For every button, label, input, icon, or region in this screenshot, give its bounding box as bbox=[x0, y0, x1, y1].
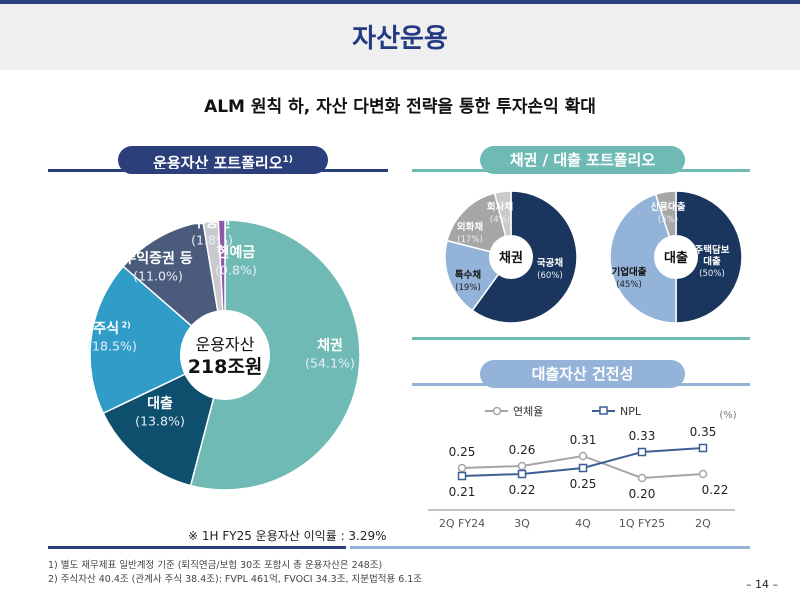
data-label: 0.26 bbox=[509, 443, 536, 457]
yield-note: ※ 1H FY25 운용자산 이익률 : 3.29% bbox=[188, 529, 387, 543]
data-label: 0.21 bbox=[449, 485, 476, 499]
bond-slice-pct: (60%) bbox=[537, 271, 563, 281]
divider bbox=[48, 546, 346, 549]
loan-slice-label: 기업대출 bbox=[612, 266, 647, 278]
data-label: 0.33 bbox=[629, 429, 656, 443]
data-point bbox=[698, 443, 708, 453]
portfolio-slice-label: 채권 bbox=[317, 338, 343, 354]
loan-slice bbox=[609, 193, 677, 324]
loan-slice-label: 신용대출 bbox=[651, 201, 686, 213]
portfolio-slice-label: 현예금 bbox=[217, 245, 256, 261]
divider bbox=[350, 546, 750, 549]
page-subtitle: ALM 원칙 하, 자산 다변화 전략을 통한 투자손익 확대 bbox=[204, 97, 596, 117]
loan-center-label: 대출 bbox=[664, 250, 688, 266]
page-number: – 14 – bbox=[746, 578, 778, 591]
data-point bbox=[698, 469, 708, 479]
loan-slice bbox=[675, 190, 743, 324]
portfolio-slice-pct: (11.0%) bbox=[133, 269, 183, 284]
legend-marker bbox=[492, 406, 502, 416]
bond-center-label: 채권 bbox=[499, 251, 523, 266]
portfolio-center-label: 운용자산 bbox=[196, 335, 255, 354]
bond-slice-pct: (4%) bbox=[490, 215, 510, 225]
bond-slice-label: 특수채 bbox=[455, 269, 481, 281]
x-tick-label: 2Q FY24 bbox=[439, 517, 485, 530]
x-tick-label: 1Q FY25 bbox=[619, 517, 665, 530]
data-label: 0.25 bbox=[449, 445, 476, 459]
data-point bbox=[457, 463, 467, 473]
footnote-2: 2) 주식자산 40.4조 (관계사 주식 38.4조): FVPL 461억,… bbox=[48, 574, 423, 585]
bond-slice-label: 회사채 bbox=[487, 201, 513, 213]
data-point bbox=[637, 447, 647, 457]
data-label: 0.22 bbox=[702, 483, 729, 497]
loan-center-hole bbox=[654, 235, 698, 279]
bond-slice-label: 외화채 bbox=[457, 221, 483, 233]
divider bbox=[48, 169, 388, 172]
divider bbox=[412, 169, 750, 172]
data-label: 0.22 bbox=[509, 483, 536, 497]
loan-slice-pct: (50%) bbox=[699, 269, 725, 279]
footnote-1: 1) 별도 재무제표 일반계정 기준 (퇴직연금/보험 30조 포함시 총 운용… bbox=[48, 560, 383, 571]
bond-center-hole bbox=[489, 235, 533, 279]
portfolio-slice-pct: (54.1%) bbox=[305, 356, 355, 371]
portfolio-slice-pct: (0.8%) bbox=[215, 263, 257, 278]
data-point bbox=[578, 463, 588, 473]
portfolio-title-text: 운용자산 포트폴리오 bbox=[153, 154, 283, 172]
legend-label: NPL bbox=[620, 405, 642, 418]
loan-slice-label: 대출 bbox=[703, 255, 721, 267]
portfolio-slice-pct: (18.5%) bbox=[87, 339, 137, 354]
loan-slice-label: 주택담보 bbox=[695, 244, 730, 256]
x-tick-label: 3Q bbox=[514, 517, 530, 530]
page-title: 자산운용 bbox=[352, 24, 448, 54]
portfolio-center-hole bbox=[180, 310, 270, 400]
header-bar bbox=[0, 0, 800, 70]
portfolio-slice-pct: (13.8%) bbox=[135, 414, 185, 429]
data-point bbox=[637, 473, 647, 483]
loan-slice-pct: (45%) bbox=[616, 280, 642, 290]
portfolio-slice bbox=[189, 219, 361, 491]
loan-slice-pct: (5%) bbox=[658, 215, 678, 225]
divider bbox=[412, 337, 750, 340]
data-label: 0.35 bbox=[690, 425, 717, 439]
data-point bbox=[578, 451, 588, 461]
data-label: 0.31 bbox=[570, 433, 597, 447]
data-label: 0.25 bbox=[570, 477, 597, 491]
unit-label: (%) bbox=[719, 410, 736, 421]
x-tick-label: 4Q bbox=[575, 517, 591, 530]
data-point bbox=[457, 471, 467, 481]
data-point bbox=[517, 461, 527, 471]
bond-slice-pct: (19%) bbox=[455, 283, 481, 293]
portfolio-center-value: 218조원 bbox=[188, 356, 263, 378]
legend-label: 연체율 bbox=[513, 405, 543, 418]
legend-marker bbox=[599, 406, 608, 415]
bond-slice-pct: (17%) bbox=[457, 235, 483, 245]
bond-slice-label: 국공채 bbox=[537, 257, 563, 269]
data-point bbox=[517, 469, 527, 479]
bond-slice bbox=[446, 192, 513, 259]
divider bbox=[412, 383, 750, 386]
portfolio-slice bbox=[89, 265, 227, 415]
portfolio-title-sup: 1) bbox=[282, 155, 293, 165]
data-label: 0.20 bbox=[629, 487, 656, 501]
x-tick-label: 2Q bbox=[695, 517, 711, 530]
portfolio-slice-label: 수익증권 등 bbox=[123, 250, 192, 267]
portfolio-slice-label: 대출 bbox=[147, 395, 173, 412]
